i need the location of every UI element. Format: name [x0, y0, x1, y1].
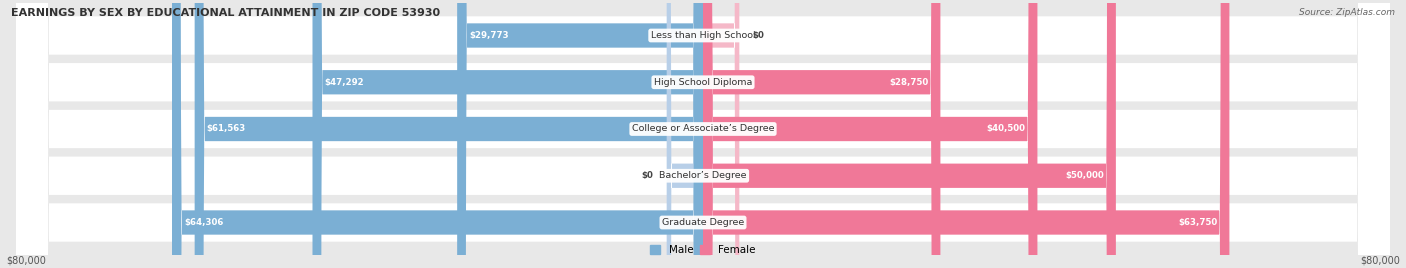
FancyBboxPatch shape	[15, 0, 1391, 268]
Text: Less than High School: Less than High School	[651, 31, 755, 40]
FancyBboxPatch shape	[312, 0, 703, 268]
Text: EARNINGS BY SEX BY EDUCATIONAL ATTAINMENT IN ZIP CODE 53930: EARNINGS BY SEX BY EDUCATIONAL ATTAINMEN…	[11, 8, 440, 18]
Text: $0: $0	[752, 31, 765, 40]
Text: Bachelor’s Degree: Bachelor’s Degree	[659, 171, 747, 180]
FancyBboxPatch shape	[703, 0, 941, 268]
Legend: Male, Female: Male, Female	[650, 245, 756, 255]
Text: $63,750: $63,750	[1178, 218, 1218, 227]
FancyBboxPatch shape	[703, 0, 1038, 268]
FancyBboxPatch shape	[172, 0, 703, 268]
Text: $29,773: $29,773	[470, 31, 509, 40]
FancyBboxPatch shape	[15, 0, 1391, 268]
Text: $80,000: $80,000	[1360, 255, 1400, 265]
Text: $40,500: $40,500	[987, 125, 1025, 133]
FancyBboxPatch shape	[703, 0, 1229, 268]
FancyBboxPatch shape	[15, 0, 1391, 268]
Text: $61,563: $61,563	[207, 125, 246, 133]
FancyBboxPatch shape	[666, 0, 703, 268]
Text: $50,000: $50,000	[1066, 171, 1104, 180]
FancyBboxPatch shape	[194, 0, 703, 268]
Text: Graduate Degree: Graduate Degree	[662, 218, 744, 227]
FancyBboxPatch shape	[15, 0, 1391, 268]
FancyBboxPatch shape	[457, 0, 703, 268]
Text: $64,306: $64,306	[184, 218, 224, 227]
Text: High School Diploma: High School Diploma	[654, 78, 752, 87]
FancyBboxPatch shape	[15, 0, 1391, 268]
Text: $0: $0	[641, 171, 654, 180]
FancyBboxPatch shape	[703, 0, 740, 268]
FancyBboxPatch shape	[703, 0, 1116, 268]
Text: $47,292: $47,292	[325, 78, 364, 87]
Text: $80,000: $80,000	[6, 255, 46, 265]
Text: $28,750: $28,750	[889, 78, 928, 87]
Text: Source: ZipAtlas.com: Source: ZipAtlas.com	[1299, 8, 1395, 17]
Text: College or Associate’s Degree: College or Associate’s Degree	[631, 125, 775, 133]
